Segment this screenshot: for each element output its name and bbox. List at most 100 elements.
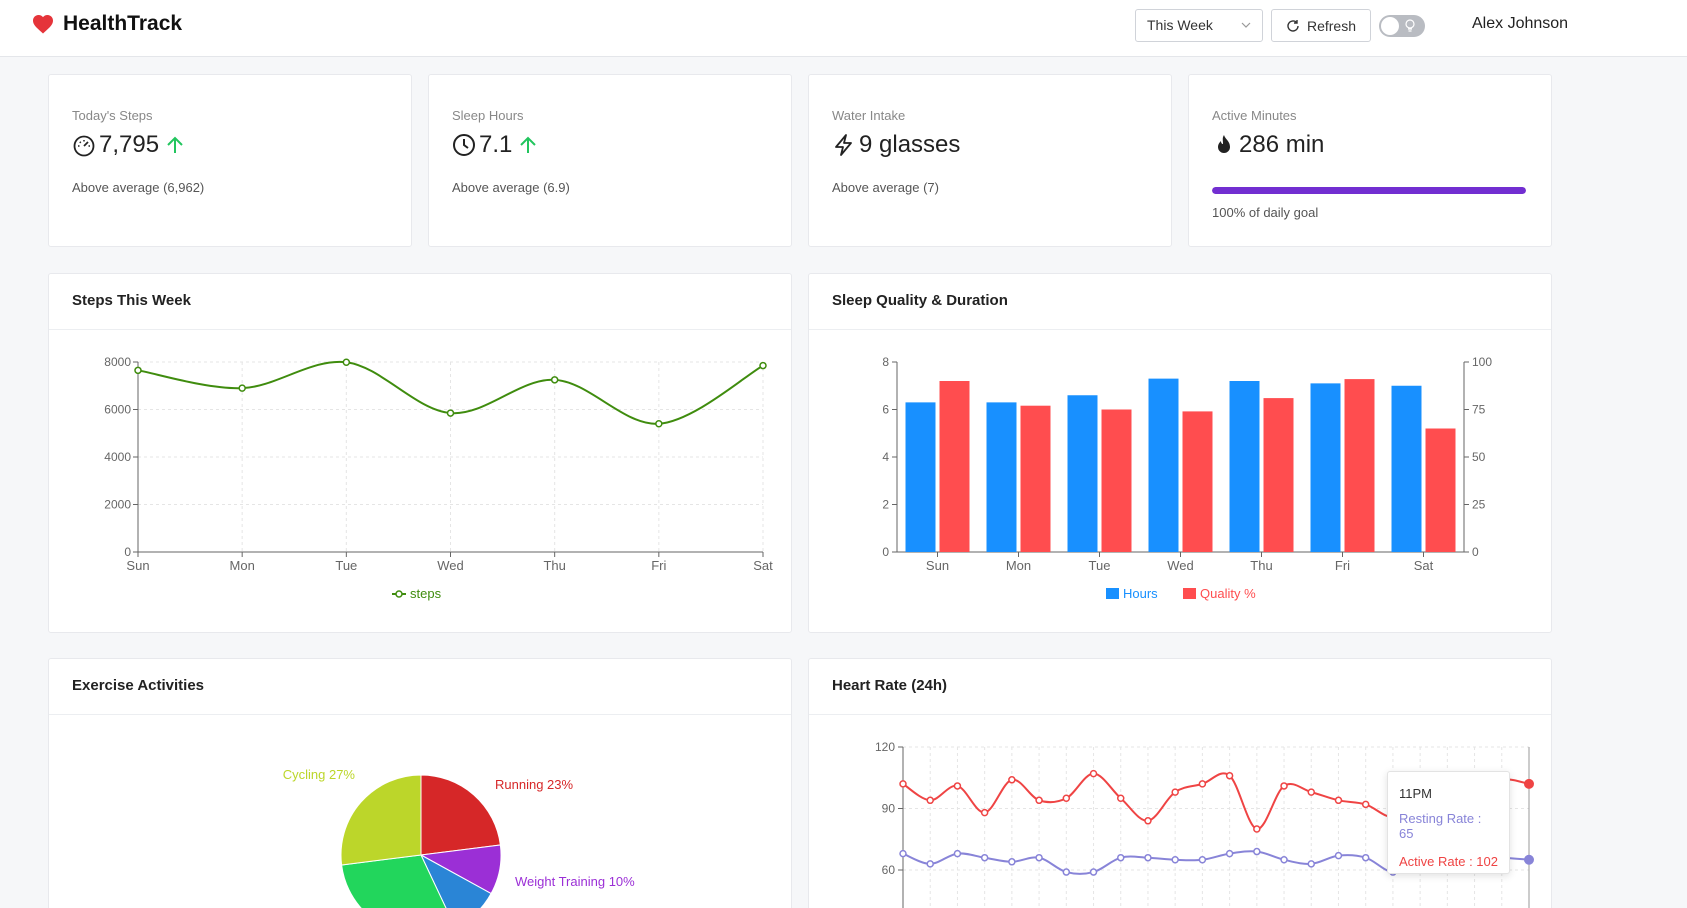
- dashboard-icon: [73, 135, 95, 157]
- stat-label: Sleep Hours: [452, 108, 524, 123]
- bar-quality: [1101, 409, 1132, 552]
- pie-slice: [420, 774, 501, 856]
- y-tick-label: 90: [882, 802, 896, 816]
- legend-swatch: [1183, 588, 1196, 599]
- steps-point: [134, 366, 142, 375]
- steps-point: [446, 409, 455, 417]
- brand-name: HealthTrack: [63, 12, 183, 35]
- heart-point: [1198, 780, 1207, 788]
- heart-point: [1307, 788, 1316, 796]
- bulb-icon: [1405, 19, 1415, 32]
- heart-point-active: [1524, 778, 1534, 789]
- x-tick-label: Sun: [926, 558, 949, 573]
- sleep-chart-card: Sleep Quality & Duration 0 2 4 6 8 0 25 50 75 100…: [808, 273, 1552, 633]
- x-tick-label: Sat: [753, 558, 773, 573]
- heart-point: [1035, 853, 1043, 862]
- heart-point: [899, 780, 907, 788]
- theme-toggle[interactable]: [1379, 15, 1425, 37]
- steps-chart: 0 2000 4000 6000 8000 Sun Mon Tue Wed Thu Fri Sat st…: [104, 355, 773, 601]
- steps-point: [759, 361, 767, 370]
- heart-point: [953, 782, 962, 790]
- heart-point: [1062, 794, 1071, 802]
- stat-value: 9 glasses: [859, 131, 961, 158]
- y-tick-label-right: 25: [1472, 498, 1486, 512]
- x-tick-label: Wed: [437, 558, 464, 573]
- card-title: Heart Rate (24h): [832, 677, 948, 694]
- pie-slice: [419, 853, 492, 908]
- y-tick-label-left: 6: [882, 403, 889, 417]
- stat-value-row: 7,795: [72, 131, 186, 159]
- y-tick-label-left: 0: [882, 545, 889, 559]
- refresh-button[interactable]: Refresh: [1271, 9, 1371, 42]
- heart-point: [1062, 868, 1071, 876]
- x-tick-label: Wed: [1167, 558, 1194, 573]
- arrow-up-icon: [520, 136, 537, 153]
- x-tick-label: Thu: [543, 558, 565, 573]
- y-tick-label-right: 50: [1472, 450, 1486, 464]
- bar-quality: [1020, 405, 1051, 552]
- stat-value-row: 7.1: [452, 131, 539, 159]
- heart-point: [1089, 868, 1098, 876]
- bar-quality: [1425, 428, 1456, 552]
- card-divider: [49, 329, 791, 330]
- brand[interactable]: HealthTrack: [31, 12, 182, 36]
- heart-point: [1171, 856, 1179, 864]
- heart-point: [1008, 858, 1016, 866]
- stat-subtext: Above average (6,962): [72, 180, 205, 195]
- app-header: HealthTrack This Week Refresh Alex Johns…: [0, 0, 1687, 57]
- heart-point: [1144, 853, 1152, 862]
- heart-point: [1280, 782, 1288, 790]
- stat-label: Active Minutes: [1212, 108, 1297, 123]
- y-tick-label-left: 2: [882, 498, 889, 512]
- bar-hours: [1148, 378, 1179, 552]
- card-title: Sleep Quality & Duration: [832, 292, 1008, 309]
- legend-label: Hours: [1123, 586, 1158, 601]
- stat-value-row: 286 min: [1212, 131, 1324, 159]
- heart-point: [1035, 796, 1043, 805]
- steps-point: [550, 376, 559, 384]
- period-select[interactable]: This Week: [1135, 9, 1263, 42]
- heart-point: [953, 849, 962, 858]
- user-name[interactable]: Alex Johnson: [1472, 15, 1569, 32]
- tooltip-active: Active Rate : 102: [1399, 854, 1498, 869]
- heart-point: [1171, 788, 1179, 796]
- heart-point: [980, 808, 989, 817]
- bar-quality: [1263, 398, 1294, 552]
- stat-subtext: Above average (7): [832, 180, 939, 195]
- heart-icon: [33, 15, 53, 34]
- pie-slice: [341, 854, 447, 908]
- pie-label: Cycling 27%: [283, 767, 356, 782]
- stat-card-active: Active Minutes 286 min 100% of daily goa…: [1188, 74, 1552, 247]
- heart-point: [899, 849, 907, 858]
- legend-swatch: [1106, 588, 1119, 599]
- steps-point: [238, 384, 246, 392]
- heart-point: [1144, 817, 1152, 825]
- stat-subtext: 100% of daily goal: [1212, 205, 1319, 220]
- heart-point: [1089, 769, 1098, 778]
- steps-point: [655, 420, 663, 428]
- stat-card-water: Water Intake 9 glasses Above average (7): [808, 74, 1172, 247]
- chevron-down-icon: [1241, 22, 1251, 28]
- x-tick-label: Sun: [126, 558, 149, 573]
- bar-quality: [1182, 411, 1213, 552]
- heart-point: [1280, 856, 1288, 864]
- refresh-icon: [1287, 19, 1299, 32]
- heart-point: [1253, 847, 1261, 856]
- sleep-chart: 0 2 4 6 8 0 25 50 75 100 Sun Mon Tue Wed Thu Fri Sat Hour…: [882, 355, 1492, 601]
- y-tick-label-left: 8: [882, 355, 889, 369]
- bar-hours: [1229, 381, 1260, 552]
- stat-value-row: 9 glasses: [832, 131, 960, 159]
- bar-quality: [1344, 379, 1375, 552]
- y-tick-label: 0: [124, 545, 131, 559]
- y-tick-label: 8000: [104, 355, 131, 369]
- card-divider: [809, 329, 1551, 330]
- heart-point: [1116, 853, 1125, 862]
- stat-label: Water Intake: [832, 108, 906, 123]
- legend-label: steps: [410, 586, 442, 601]
- refresh-label: Refresh: [1306, 17, 1357, 34]
- bar-hours: [1391, 385, 1422, 552]
- exercise-chart-card: Exercise Activities Running 23% Weight Tr…: [48, 658, 792, 908]
- y-tick-label: 2000: [104, 498, 131, 512]
- stat-value: 286 min: [1239, 131, 1325, 158]
- heart-point: [1361, 800, 1370, 809]
